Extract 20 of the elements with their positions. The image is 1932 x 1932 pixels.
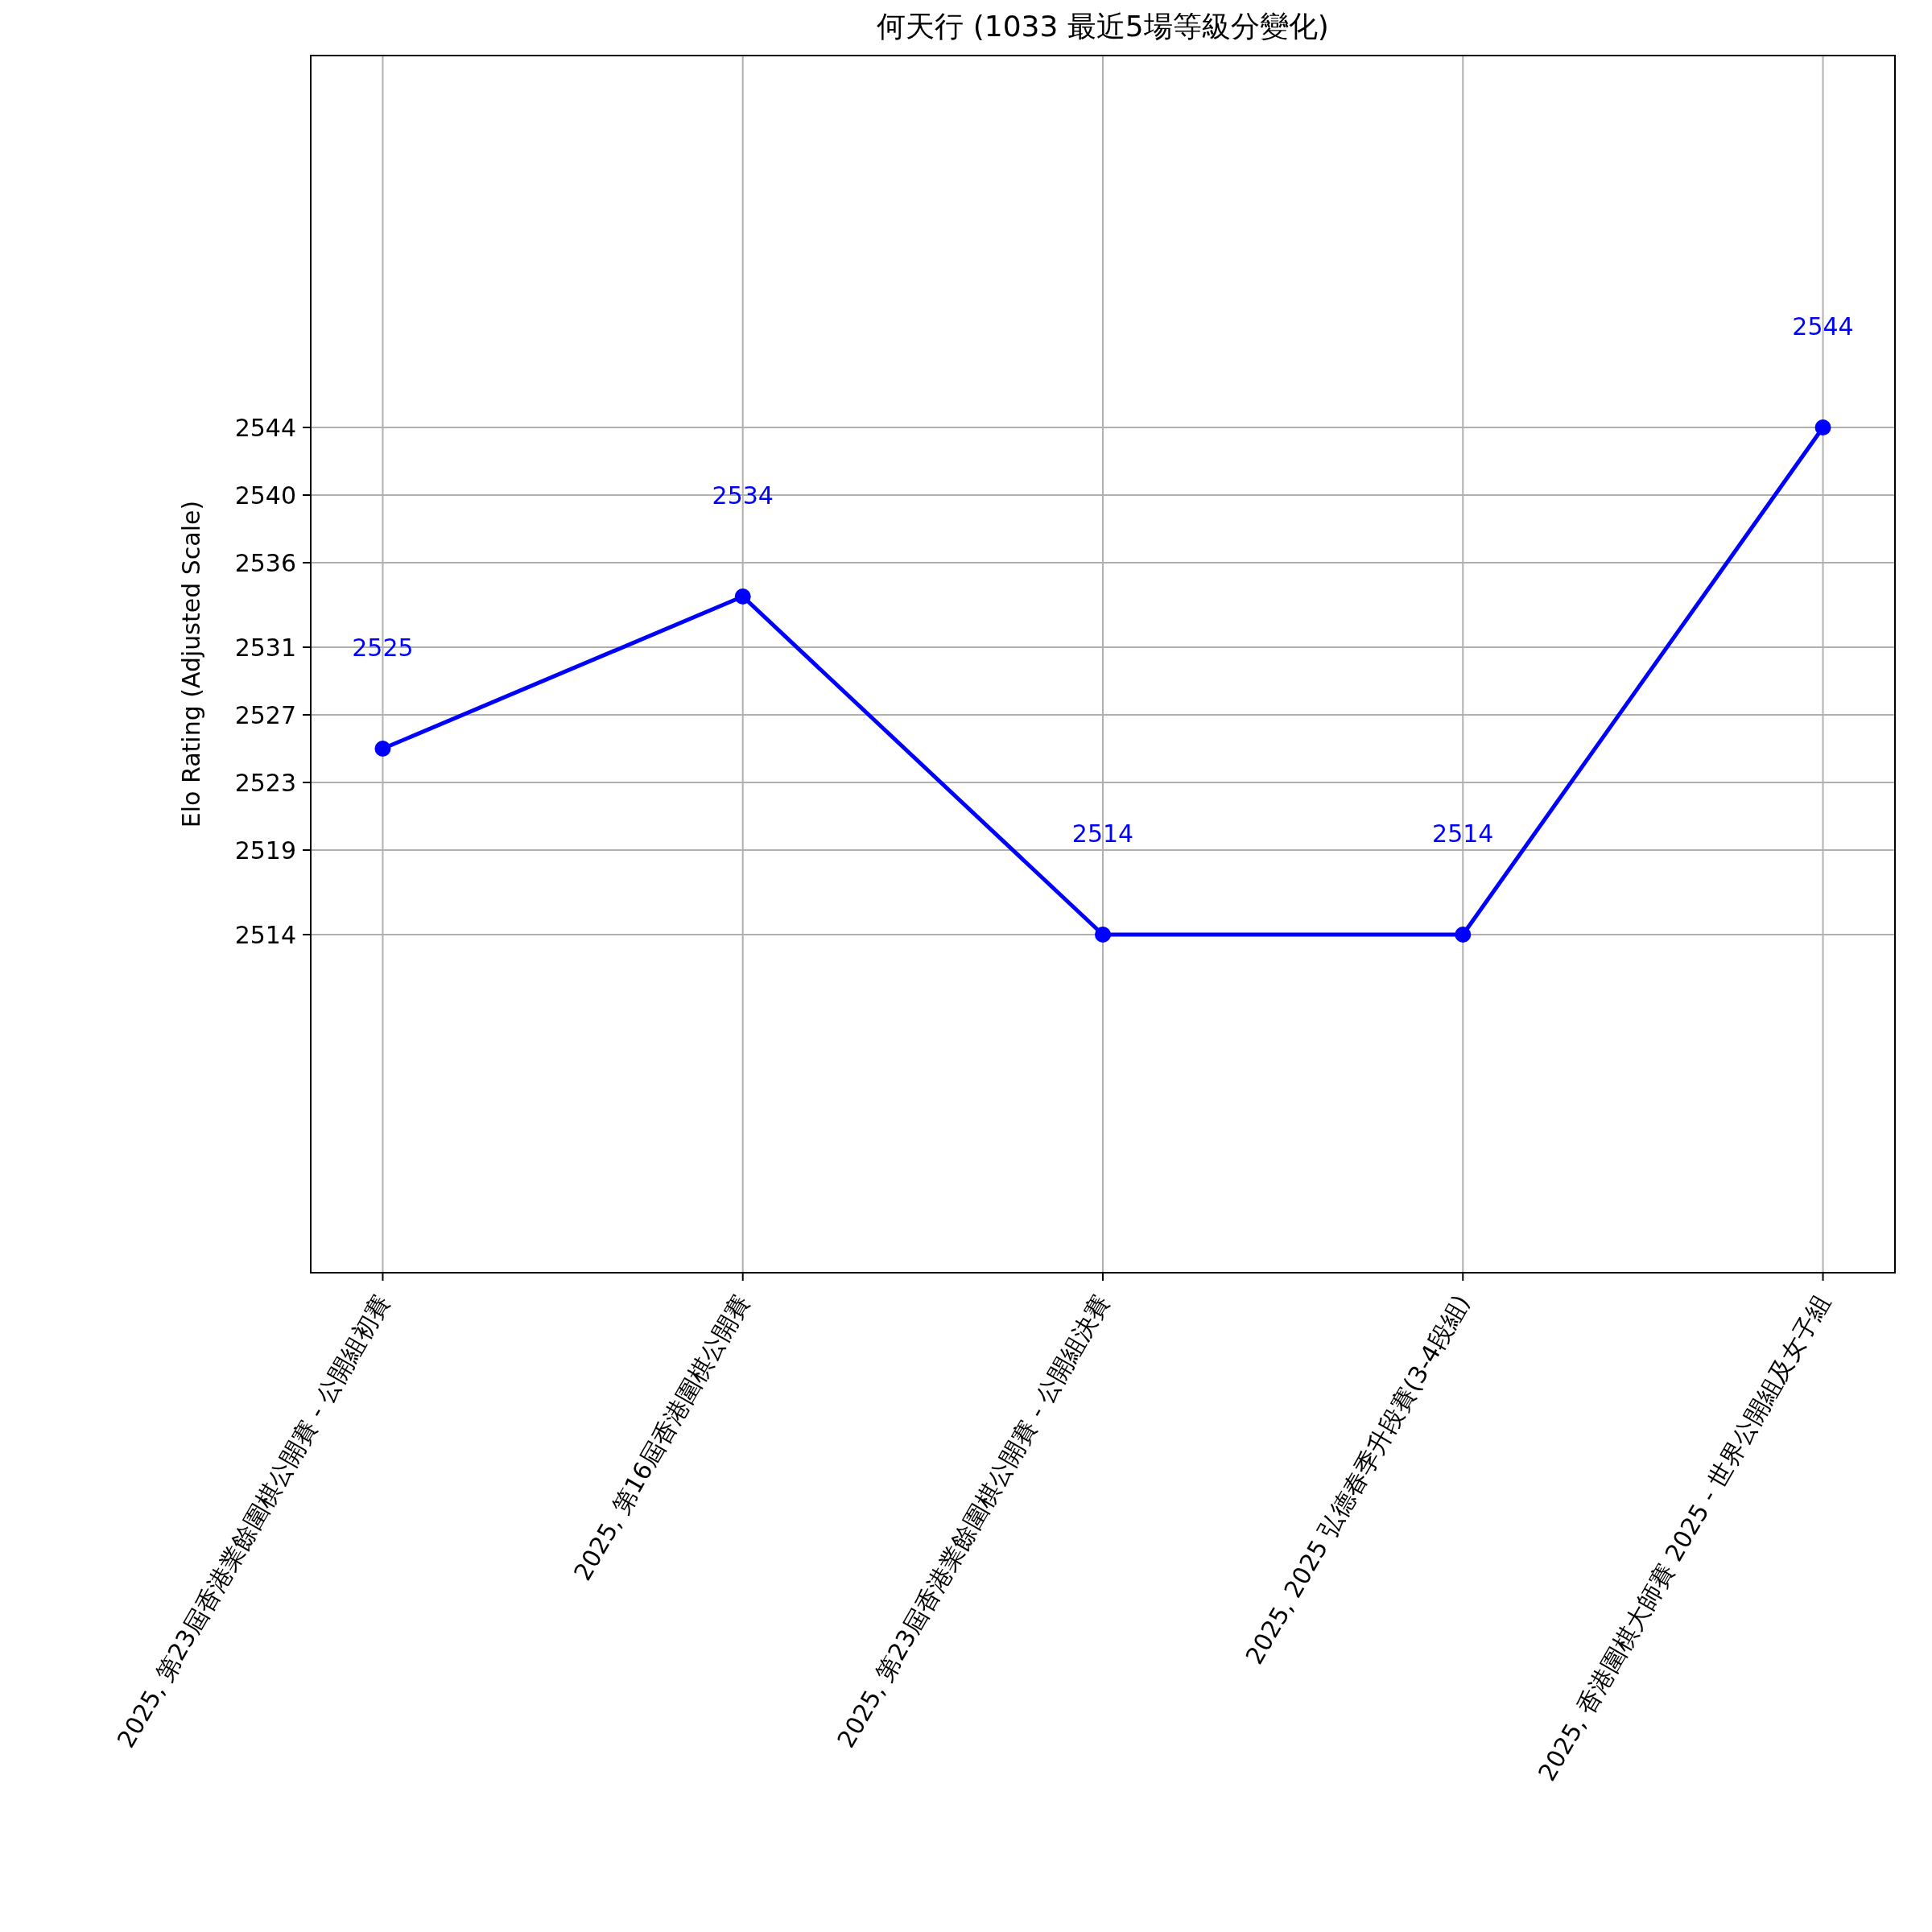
point: [1455, 927, 1472, 943]
y-tick-label: 2540: [234, 481, 296, 510]
point: [1814, 419, 1831, 436]
y-tick-label: 2514: [234, 920, 296, 949]
point: [1095, 927, 1111, 943]
y-tick-label: 2523: [234, 768, 296, 797]
point: [374, 741, 391, 757]
y-tick-label: 2544: [234, 413, 296, 442]
y-tick-label: 2536: [234, 548, 296, 577]
annotation: 2534: [712, 481, 774, 510]
y-axis-title: Elo Rating (Adjusted Scale): [177, 500, 205, 828]
y-tick-label: 2531: [234, 633, 296, 662]
point: [734, 588, 751, 605]
chart-title: 何天行 (1033 最近5場等級分變化): [877, 10, 1329, 43]
annotation: 2525: [352, 633, 414, 662]
annotation: 2514: [1432, 819, 1494, 848]
y-tick-label: 2527: [234, 700, 296, 729]
annotation: 2544: [1792, 312, 1854, 341]
annotation: 2514: [1071, 819, 1134, 848]
y-tick-label: 2519: [234, 836, 296, 865]
